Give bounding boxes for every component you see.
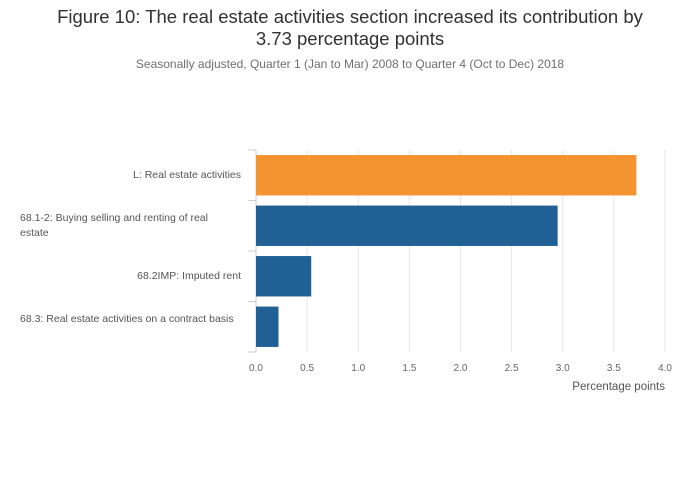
x-tick-label: 3.0 bbox=[556, 363, 570, 374]
bar bbox=[256, 306, 279, 347]
category-label: 68.1-2: Buying selling and renting of re… bbox=[20, 211, 208, 239]
chart-title: Figure 10: The real estate activities se… bbox=[57, 6, 643, 49]
category-label: 68.2IMP: Imputed rent bbox=[137, 269, 241, 282]
x-tick-label: 3.5 bbox=[607, 363, 621, 374]
bar bbox=[256, 256, 312, 297]
x-tick-label: 4.0 bbox=[658, 363, 672, 374]
category-label: 68.3: Real estate activities on a contra… bbox=[20, 312, 234, 325]
x-tick-label: 0.5 bbox=[300, 363, 314, 374]
x-tick-label: 0.0 bbox=[249, 363, 263, 374]
bar bbox=[256, 155, 637, 196]
x-axis-title: Percentage points bbox=[572, 381, 665, 393]
x-tick-label: 2.0 bbox=[454, 363, 468, 374]
category-label: L: Real estate activities bbox=[133, 168, 241, 181]
chart-subtitle: Seasonally adjusted, Quarter 1 (Jan to M… bbox=[135, 57, 565, 71]
x-tick-label: 2.5 bbox=[505, 363, 519, 374]
bar bbox=[256, 205, 558, 246]
x-tick-label: 1.5 bbox=[402, 363, 416, 374]
x-tick-label: 1.0 bbox=[351, 363, 365, 374]
